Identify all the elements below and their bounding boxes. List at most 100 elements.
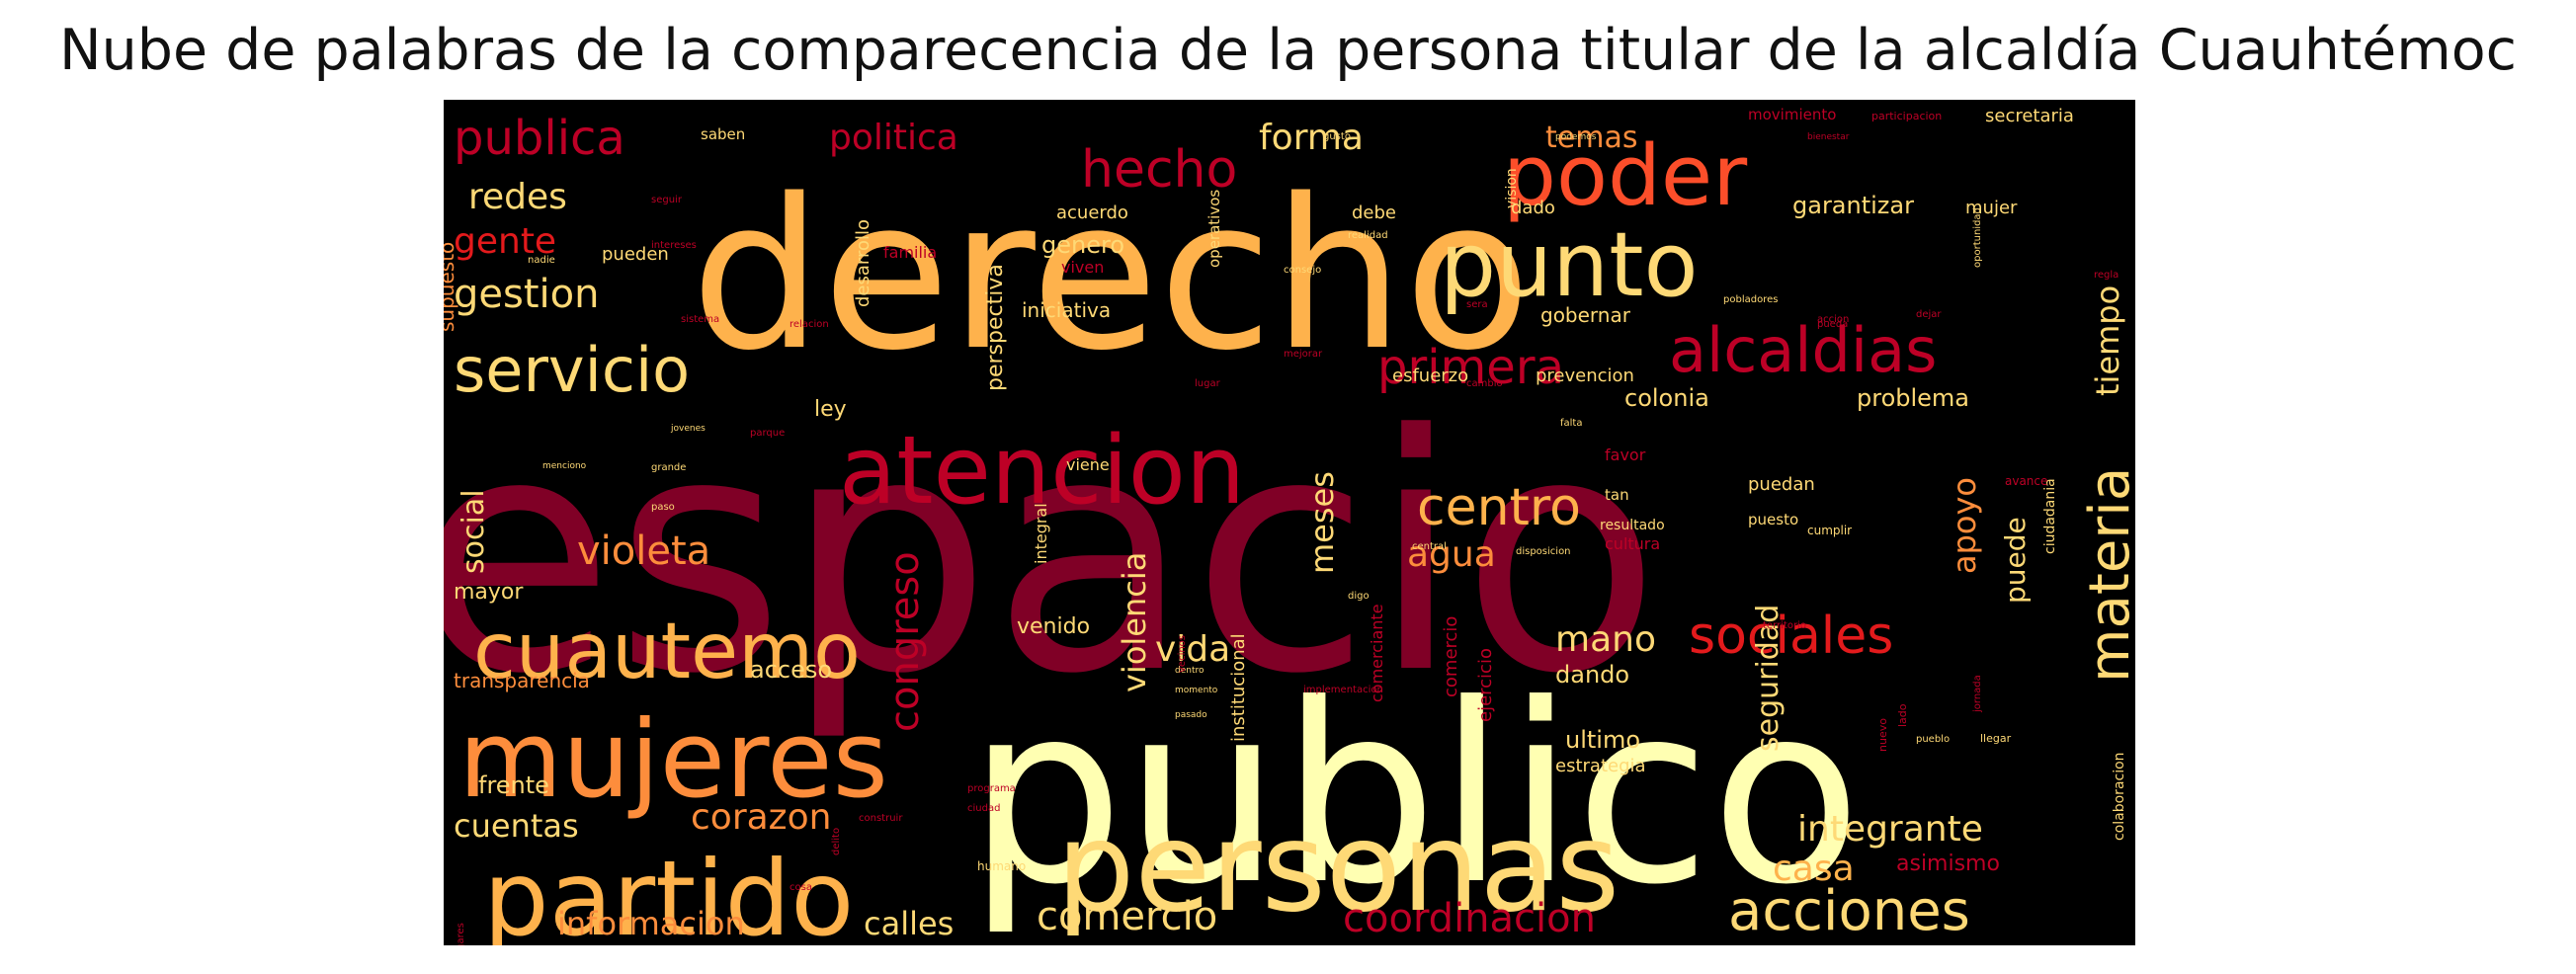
- cloud-word: accion: [1817, 314, 1849, 325]
- cloud-word: iniciativa: [1022, 298, 1111, 322]
- cloud-word: corazon: [691, 797, 831, 838]
- cloud-word: esfuerzo: [1392, 365, 1468, 386]
- cloud-word: desarrollo: [853, 219, 873, 307]
- cloud-word: delito: [831, 828, 842, 855]
- cloud-word: sera: [1466, 299, 1488, 310]
- cloud-word: resultado: [1600, 518, 1665, 533]
- cloud-word: dado: [1511, 198, 1555, 218]
- cloud-word: alcaldias: [1669, 314, 1937, 386]
- cloud-word: paso: [651, 502, 675, 513]
- cloud-word: venido: [1017, 614, 1090, 639]
- cloud-word: jovenes: [670, 424, 706, 434]
- cloud-word: sociales: [1689, 607, 1893, 666]
- cloud-word: central: [1412, 541, 1447, 552]
- cloud-word: servicio: [454, 334, 690, 406]
- cloud-word: asimismo: [1896, 852, 2000, 876]
- cloud-word: comercio: [1441, 616, 1461, 697]
- cloud-word: perspectiva: [983, 264, 1008, 391]
- cloud-word: debe: [1352, 203, 1396, 223]
- cloud-word: publico: [967, 651, 1862, 938]
- cloud-word: llegar: [1980, 732, 2012, 745]
- cloud-word: falta: [1560, 418, 1582, 429]
- cloud-word: congreso: [882, 551, 928, 732]
- cloud-word: colaboracion: [2112, 752, 2127, 841]
- cloud-word: participacion: [1871, 110, 1942, 122]
- cloud-word: tan: [1605, 486, 1629, 504]
- cloud-word: digo: [1348, 591, 1370, 602]
- cloud-word: garantizar: [1792, 192, 1914, 219]
- cloud-word: supuesto: [444, 242, 458, 332]
- cloud-word: relacion: [789, 319, 829, 330]
- cloud-word: forma: [1259, 118, 1364, 158]
- cloud-word: gusto: [1323, 131, 1351, 142]
- cloud-word: mayor: [454, 580, 524, 605]
- cloud-word: cuentas: [454, 807, 579, 845]
- cloud-word: vida: [1155, 629, 1230, 670]
- cloud-word: familia: [883, 243, 937, 262]
- cloud-word: mano: [1555, 619, 1656, 660]
- word-cloud: espacio publico derecho personas atencion pun…: [444, 100, 2135, 945]
- cloud-word: pobladores: [1723, 294, 1778, 305]
- cloud-word: agua: [1407, 534, 1496, 575]
- cloud-word: poder: [1503, 127, 1747, 225]
- cloud-word: seguir: [651, 195, 683, 205]
- cloud-word: regla: [2094, 270, 2119, 281]
- cloud-word: lugar: [1195, 378, 1221, 389]
- cloud-word: parque: [750, 428, 785, 439]
- cloud-word: cultura: [1605, 534, 1660, 553]
- cloud-word: dejar: [1916, 309, 1942, 320]
- cloud-word: viene: [1066, 455, 1110, 474]
- cloud-word: podemos: [1555, 132, 1597, 142]
- cloud-word: ciudadania: [2042, 478, 2058, 554]
- cloud-word: territorio: [1763, 620, 1806, 631]
- cloud-word: jornada: [1972, 675, 1983, 713]
- cloud-word: calles: [864, 905, 954, 942]
- cloud-word: temas: [1545, 121, 1637, 155]
- cloud-word: viven: [1061, 258, 1104, 277]
- cloud-word: acciones: [1728, 879, 1970, 943]
- cloud-word: ley: [814, 397, 847, 422]
- cloud-word: mejorar: [1284, 349, 1323, 360]
- cloud-word: gestion: [454, 272, 599, 317]
- cloud-word: cambio: [1466, 378, 1503, 389]
- cloud-word: seguridad: [1751, 605, 1786, 752]
- cloud-word: comercio: [1037, 894, 1217, 939]
- cloud-word: bienestar: [1807, 132, 1850, 142]
- cloud-word: redes: [468, 177, 567, 217]
- cloud-word: saben: [701, 125, 745, 143]
- cloud-word: favor: [1605, 446, 1646, 464]
- cloud-word: vecinos: [1177, 635, 1188, 673]
- cloud-word: puesto: [1748, 511, 1798, 528]
- cloud-word: oportunidad: [1972, 207, 1983, 268]
- cloud-background: [444, 100, 2135, 945]
- page-title: Nube de palabras de la comparecencia de …: [59, 18, 2517, 83]
- cloud-word: programa: [967, 783, 1016, 794]
- cloud-word: secretaria: [1985, 106, 2074, 126]
- cloud-word: nuevo: [1876, 718, 1889, 752]
- cloud-word: materia: [2078, 467, 2135, 683]
- cloud-word: grande: [651, 462, 686, 473]
- cloud-word: informacion: [557, 905, 745, 942]
- cloud-word: acuerdo: [1056, 203, 1128, 223]
- cloud-word: gobernar: [1540, 303, 1631, 327]
- cloud-word: hecho: [1081, 140, 1237, 200]
- cloud-word: pueden: [602, 244, 669, 265]
- cloud-word: casa: [1773, 849, 1855, 889]
- cloud-word: dando: [1555, 661, 1629, 689]
- cloud-word: violencia: [1116, 552, 1153, 692]
- cloud-word: pasado: [1175, 710, 1207, 720]
- cloud-word: tiempo: [2089, 285, 2126, 396]
- cloud-word: sistema: [681, 314, 719, 325]
- cloud-word: mujer: [1965, 198, 2018, 218]
- cloud-word: ejercicio: [1475, 648, 1496, 722]
- cloud-word: coordinacion: [1343, 896, 1596, 941]
- cloud-word: violeta: [577, 528, 710, 574]
- cloud-word: politica: [829, 118, 958, 158]
- cloud-word: cumplir: [1807, 524, 1852, 537]
- cloud-word: primera: [1377, 340, 1564, 395]
- cloud-word: colonia: [1624, 384, 1709, 412]
- cloud-word: pueblo: [1916, 734, 1950, 745]
- cloud-word: cosa: [789, 882, 812, 893]
- cloud-word: consejo: [1284, 265, 1321, 276]
- cloud-word: partido: [483, 839, 854, 945]
